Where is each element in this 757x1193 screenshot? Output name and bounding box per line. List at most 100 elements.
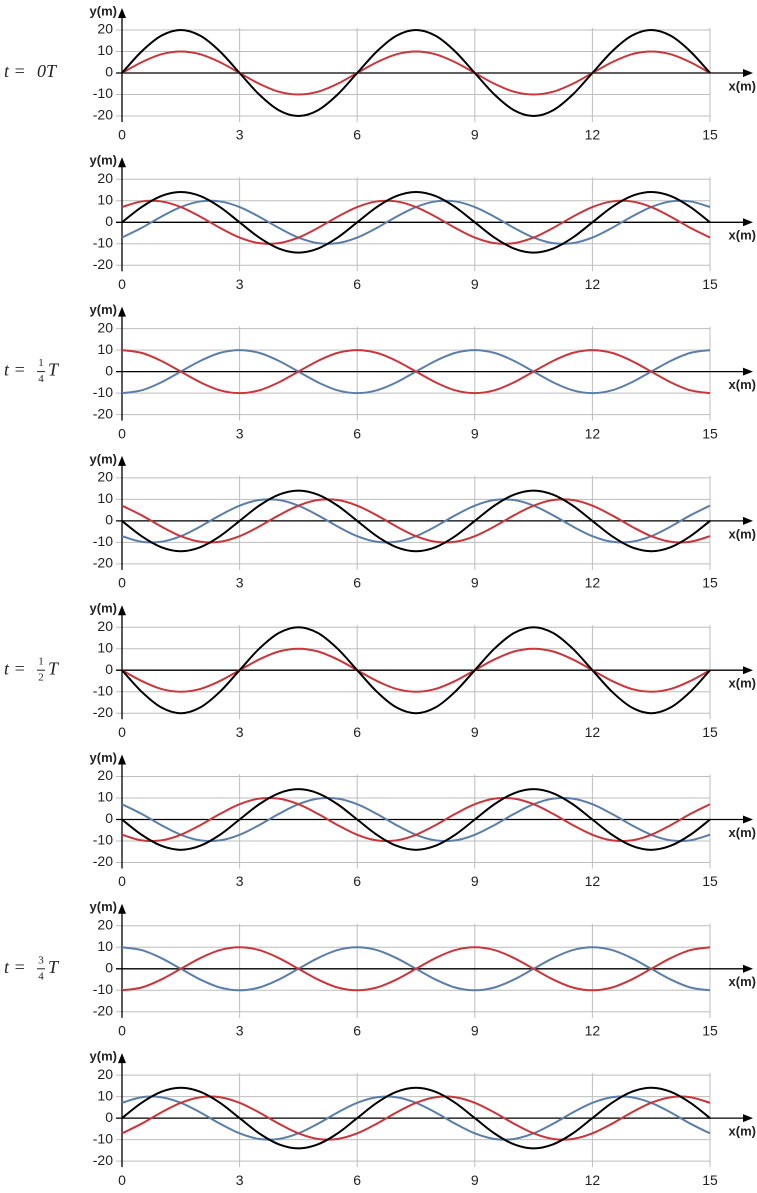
x-tick-label: 15 (702, 127, 718, 143)
y-tick-label: 0 (105, 362, 113, 378)
time-unit: 0T (37, 61, 58, 81)
y-tick-label: 0 (105, 810, 113, 826)
x-axis-label: x(m) (729, 825, 756, 840)
time-unit: T (48, 957, 60, 977)
x-tick-label: 12 (585, 575, 601, 591)
y-tick-label: -10 (93, 235, 113, 251)
time-label: t = (4, 658, 26, 678)
y-tick-label: -10 (93, 85, 113, 101)
y-axis-label: y(m) (90, 153, 117, 168)
x-tick-label: 15 (702, 276, 718, 292)
x-tick-label: 3 (236, 724, 244, 740)
x-tick-label: 6 (353, 425, 361, 441)
x-tick-label: 3 (236, 127, 244, 143)
y-tick-label: 10 (97, 1087, 113, 1103)
y-axis-arrow (118, 903, 126, 914)
time-label: t = (4, 61, 26, 81)
time-unit: T (48, 360, 60, 380)
x-axis-label: x(m) (729, 78, 756, 93)
time-denominator: 4 (38, 970, 44, 982)
x-tick-label: 15 (702, 724, 718, 740)
y-axis-label: y(m) (90, 750, 117, 765)
y-tick-label: -20 (93, 853, 113, 869)
x-tick-label: 15 (702, 873, 718, 889)
wave-line (121, 190, 711, 254)
y-tick-label: -20 (93, 704, 113, 720)
y-axis-arrow (118, 455, 126, 466)
y-axis-arrow (118, 157, 126, 168)
y-axis-arrow (118, 1053, 126, 1064)
y-tick-label: -10 (93, 533, 113, 549)
x-tick-label: 0 (118, 127, 126, 143)
x-tick-label: 3 (236, 276, 244, 292)
y-tick-label: -10 (93, 981, 113, 997)
x-tick-label: 9 (471, 276, 479, 292)
y-tick-label: -10 (93, 682, 113, 698)
x-tick-label: 3 (236, 1023, 244, 1039)
y-axis-label: y(m) (90, 1049, 117, 1064)
y-tick-label: 20 (97, 319, 113, 335)
x-tick-label: 9 (471, 724, 479, 740)
x-tick-label: 6 (353, 575, 361, 591)
x-axis-label: x(m) (729, 974, 756, 989)
y-tick-label: -10 (93, 832, 113, 848)
x-axis-arrow (743, 964, 753, 973)
wave-line (121, 199, 711, 245)
y-tick-label: 10 (97, 341, 113, 357)
y-axis-label: y(m) (90, 899, 117, 914)
y-tick-label: -20 (93, 1003, 113, 1019)
x-tick-label: 12 (585, 1172, 601, 1188)
y-tick-label: 20 (97, 170, 113, 186)
x-tick-label: 9 (471, 873, 479, 889)
x-axis-arrow (743, 367, 753, 376)
time-label: t = (4, 360, 26, 380)
x-tick-label: 3 (236, 425, 244, 441)
x-axis-label: x(m) (729, 676, 756, 691)
time-unit: T (48, 658, 60, 678)
wave-line (121, 626, 711, 715)
time-denominator: 2 (38, 672, 44, 684)
x-tick-label: 15 (702, 575, 718, 591)
time-numerator: 3 (38, 954, 44, 966)
wave-line (121, 498, 711, 544)
wave-line (121, 1086, 711, 1150)
x-axis-arrow (743, 516, 753, 525)
wave-line (121, 788, 711, 851)
y-tick-label: 20 (97, 21, 113, 37)
x-tick-label: 6 (353, 1023, 361, 1039)
y-tick-label: 20 (97, 917, 113, 933)
y-tick-label: -20 (93, 1152, 113, 1168)
y-tick-label: 0 (105, 661, 113, 677)
x-tick-label: 0 (118, 873, 126, 889)
wave-line (121, 50, 711, 96)
x-tick-label: 15 (702, 1172, 718, 1188)
x-tick-label: 0 (118, 276, 126, 292)
x-tick-label: 0 (118, 1023, 126, 1039)
y-tick-label: -20 (93, 256, 113, 272)
wave-line (121, 946, 711, 992)
wave-line (121, 349, 711, 395)
x-axis-label: x(m) (729, 1124, 756, 1139)
x-tick-label: 6 (353, 873, 361, 889)
y-axis-arrow (118, 306, 126, 317)
x-tick-label: 9 (471, 575, 479, 591)
x-axis-arrow (743, 815, 753, 824)
y-axis-label: y(m) (90, 3, 117, 18)
x-axis-arrow (743, 218, 753, 227)
y-tick-label: 20 (97, 767, 113, 783)
y-tick-label: 10 (97, 938, 113, 954)
x-tick-label: 3 (236, 1172, 244, 1188)
x-tick-label: 0 (118, 575, 126, 591)
y-tick-label: 0 (105, 213, 113, 229)
y-axis-label: y(m) (90, 451, 117, 466)
x-tick-label: 3 (236, 575, 244, 591)
x-tick-label: 15 (702, 1023, 718, 1039)
x-tick-label: 9 (471, 425, 479, 441)
x-axis-label: x(m) (729, 526, 756, 541)
y-tick-label: 10 (97, 490, 113, 506)
x-tick-label: 12 (585, 724, 601, 740)
x-tick-label: 9 (471, 1023, 479, 1039)
y-tick-label: 0 (105, 64, 113, 80)
y-tick-label: 20 (97, 618, 113, 634)
wave-line (121, 647, 711, 693)
